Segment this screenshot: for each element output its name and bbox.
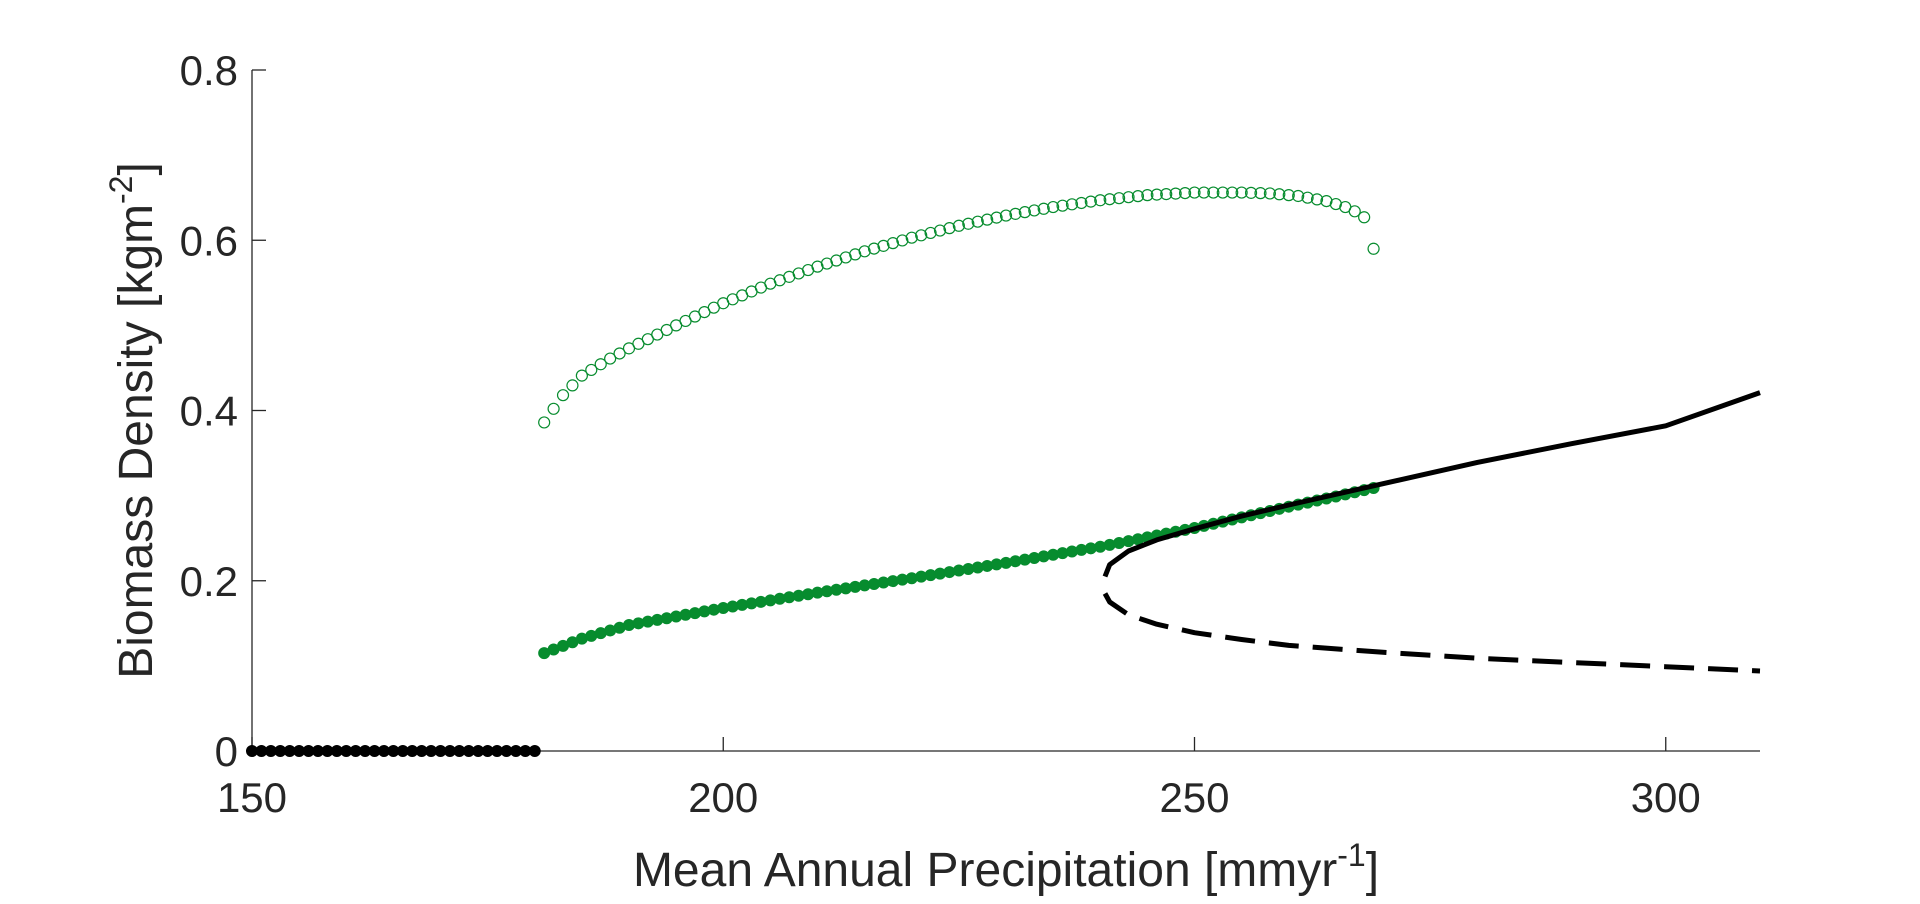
data-point-open <box>1216 186 1229 199</box>
series-0 <box>246 745 541 757</box>
data-point-open <box>1047 200 1060 214</box>
data-point-open <box>867 242 881 255</box>
data-point-open <box>1348 205 1361 218</box>
data-point-open <box>952 219 965 232</box>
x-tick-label: 250 <box>1159 774 1229 821</box>
data-point-open <box>981 213 994 226</box>
y-tick-label: 0.2 <box>180 558 238 605</box>
data-point-open <box>858 245 871 258</box>
x-tick-label: 200 <box>688 774 758 821</box>
data-point-open <box>1254 187 1267 200</box>
data-point-open <box>1301 191 1314 204</box>
stable-branch-line <box>1102 390 1761 578</box>
data-point-open <box>1009 207 1022 220</box>
data-point-open <box>1084 195 1097 208</box>
data-point-open <box>1056 199 1069 212</box>
data-point-open <box>1141 189 1154 202</box>
data-point-open <box>1282 189 1295 202</box>
data-point-open <box>1112 192 1126 205</box>
unstable-branch-line <box>1102 592 1761 674</box>
y-axis-label: Biomass Density [kgm-2] <box>103 162 163 679</box>
data-point-open <box>1065 198 1079 211</box>
data-point-open <box>1244 186 1258 199</box>
data-point-open <box>547 402 560 415</box>
y-tick-label: 0 <box>215 728 238 775</box>
data-point-open <box>1018 206 1031 219</box>
data-point-open <box>943 222 956 235</box>
plot-area <box>246 186 1761 757</box>
data-point-open <box>924 226 937 240</box>
data-point-open <box>990 211 1003 224</box>
data-point-open <box>886 237 900 250</box>
data-point-open <box>896 234 909 247</box>
data-point-open <box>556 389 570 402</box>
data-point-open <box>1188 186 1201 199</box>
data-point-open <box>1235 186 1248 199</box>
data-point-open <box>915 229 928 242</box>
data-point-open <box>877 239 890 252</box>
data-point-open <box>1367 242 1380 255</box>
data-point-open <box>933 224 947 237</box>
x-axis-label: Mean Annual Precipitation [mmyr-1] <box>633 837 1379 897</box>
data-point-open <box>1263 187 1277 200</box>
data-point <box>528 745 541 757</box>
data-point-open <box>1292 189 1305 203</box>
data-point-open <box>1075 196 1088 210</box>
series-3 <box>1102 390 1761 578</box>
data-point-open <box>1028 204 1041 217</box>
data-point-open <box>1226 186 1239 199</box>
x-tick-label: 300 <box>1631 774 1701 821</box>
y-tick-label: 0.8 <box>180 47 238 94</box>
y-tick-label: 0.6 <box>180 217 238 264</box>
data-point-open <box>1122 191 1135 204</box>
data-point-open <box>1178 186 1192 200</box>
data-point-open <box>1160 188 1173 201</box>
data-point-open <box>585 363 598 377</box>
data-point-open <box>1150 188 1163 201</box>
data-point-open <box>604 352 617 365</box>
axis-labels: 150 200 250 300 0 0.2 0.4 0.6 0.8 Mean Annual Pre… <box>103 47 1701 897</box>
data-point-open <box>1037 202 1050 215</box>
y-tick-label: 0.4 <box>180 388 238 435</box>
data-point-open <box>999 209 1013 222</box>
data-point-open <box>1310 193 1324 206</box>
data-point-open <box>1273 188 1286 201</box>
axes <box>251 69 1760 752</box>
x-tick-label: 150 <box>217 774 287 821</box>
data-point-open <box>1094 194 1107 207</box>
data-point-open <box>566 379 579 392</box>
data-point-open <box>962 217 975 230</box>
data-point-open <box>613 347 626 360</box>
data-point-open <box>1131 190 1145 203</box>
data-point-open <box>905 231 918 244</box>
data-point-open <box>971 215 984 228</box>
data-point-open <box>1207 186 1220 199</box>
data-point-open <box>1197 186 1211 199</box>
series-2 <box>538 186 1380 429</box>
data-point-open <box>538 416 551 429</box>
data-point-open <box>594 358 607 371</box>
data-point-open <box>1103 193 1116 206</box>
data-point-open <box>1358 211 1371 224</box>
data-point-open <box>1169 187 1182 200</box>
series-4 <box>1102 592 1761 674</box>
data-point-open <box>575 369 588 382</box>
series-1 <box>538 481 1380 660</box>
